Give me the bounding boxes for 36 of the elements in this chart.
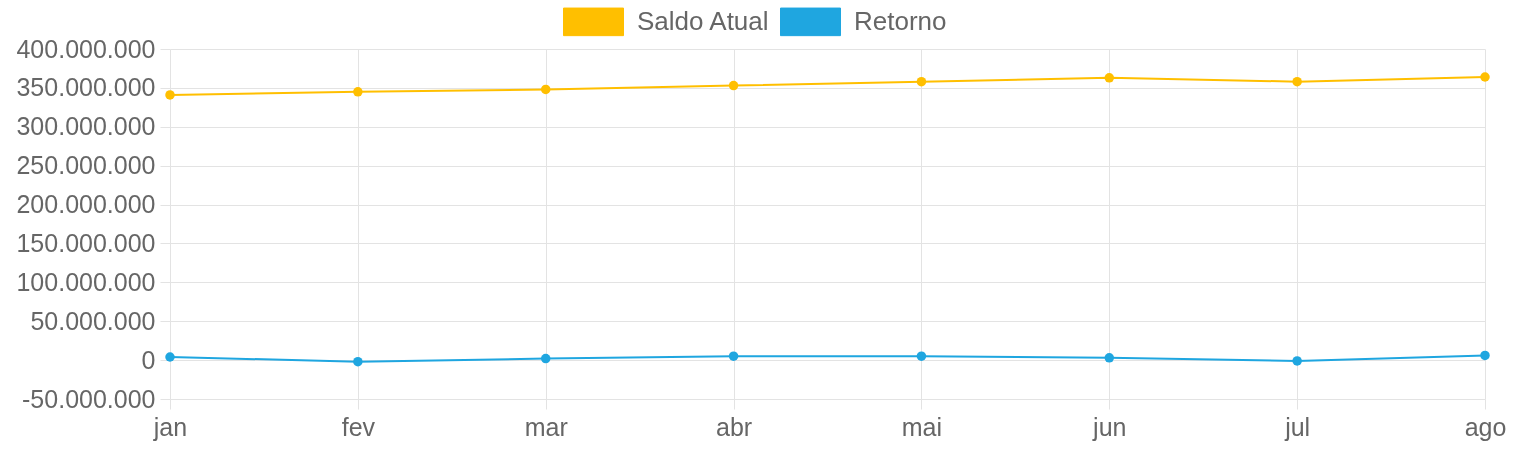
y-tick-label: -50.000.000 xyxy=(22,384,156,413)
legend-label: Saldo Atual xyxy=(637,5,769,36)
point xyxy=(165,352,175,362)
y-tick-label: 200.000.000 xyxy=(16,190,156,219)
x-tick-label: jun xyxy=(1092,412,1127,441)
x-tick-label: ago xyxy=(1464,412,1507,441)
point xyxy=(1104,353,1115,363)
y-tick-label: 350.000.000 xyxy=(16,73,156,102)
point xyxy=(1104,73,1115,83)
x-tick-label: jul xyxy=(1284,412,1311,441)
point xyxy=(540,84,551,95)
point xyxy=(353,356,363,367)
point xyxy=(916,351,927,361)
y-tick-label: 100.000.000 xyxy=(16,267,156,296)
x-tick-label: jan xyxy=(152,412,188,441)
y-tick-label: 300.000.000 xyxy=(16,112,156,141)
point xyxy=(1480,72,1490,82)
y-tick-label: 150.000.000 xyxy=(16,228,156,257)
point xyxy=(1292,76,1302,87)
x-tick-label: mar xyxy=(524,412,568,441)
point xyxy=(728,80,739,91)
y-tick-label: 50.000.000 xyxy=(30,306,156,335)
point xyxy=(1480,350,1490,361)
x-tick-label: abr xyxy=(716,412,753,441)
point xyxy=(165,90,175,100)
x-tick-label: fev xyxy=(341,412,376,441)
point xyxy=(540,353,551,364)
x-tick-label: mai xyxy=(901,412,943,441)
point xyxy=(1292,356,1302,366)
y-tick-label: 0 xyxy=(141,345,156,374)
legend-label: Retorno xyxy=(854,5,947,36)
point xyxy=(728,351,739,361)
y-tick-label: 250.000.000 xyxy=(16,151,156,180)
point xyxy=(916,76,927,87)
y-tick-label: 400.000.000 xyxy=(16,34,156,63)
point xyxy=(353,87,363,97)
